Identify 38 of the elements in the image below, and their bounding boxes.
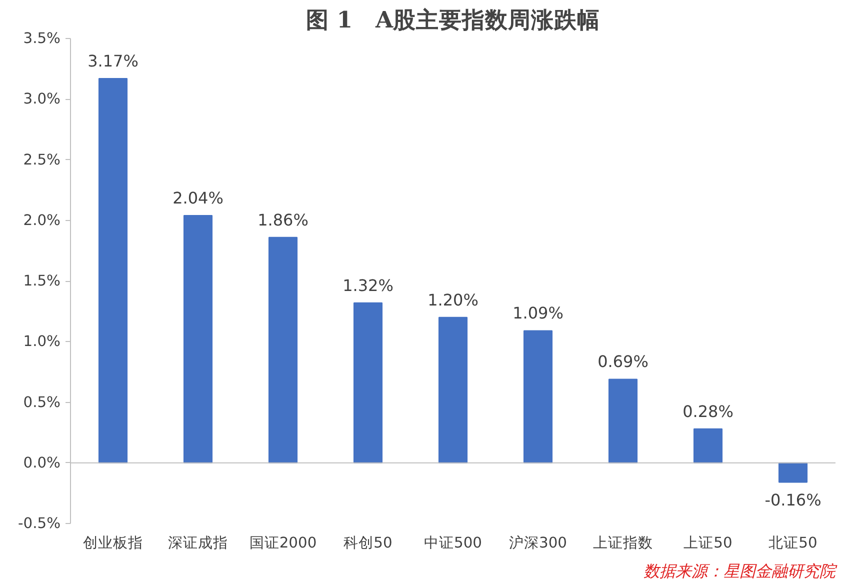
bar: [608, 378, 638, 464]
y-tick-label: 1.0%: [23, 333, 61, 350]
x-tick-label: 中证500: [424, 534, 482, 552]
data-label: 1.09%: [512, 304, 564, 323]
x-tick-label: 上证指数: [593, 534, 653, 552]
x-tick-label: 科创50: [344, 534, 392, 552]
bar: [438, 316, 468, 464]
y-tick-label: 3.5%: [23, 30, 61, 47]
x-tick-label: 深证成指: [168, 534, 228, 552]
data-label: 0.69%: [598, 352, 648, 372]
source-note: 数据来源：星图金融研究院: [644, 562, 838, 580]
data-label: 1.20%: [428, 290, 478, 310]
y-tick-label: 2.5%: [23, 151, 61, 168]
bar: [693, 428, 723, 464]
x-tick-label: 国证2000: [249, 534, 317, 552]
x-tick-label: 上证50: [684, 534, 732, 552]
y-tick-label: 0.5%: [23, 394, 61, 411]
data-label: 0.28%: [682, 402, 734, 421]
y-tick-label: 0.0%: [23, 454, 61, 472]
bar: [268, 236, 298, 464]
x-tick-label: 沪深300: [509, 534, 567, 552]
bar: [523, 330, 553, 464]
bar: [353, 302, 383, 464]
data-label: 2.04%: [172, 188, 224, 208]
bar: [98, 78, 128, 464]
y-tick-label: 3.0%: [23, 90, 61, 108]
chart-title: 图 1 A股主要指数周涨跌幅: [306, 6, 600, 34]
data-label: 1.86%: [258, 210, 308, 230]
y-tick-label: -0.5%: [18, 515, 61, 532]
data-label: -0.16%: [764, 490, 822, 510]
x-tick-label: 创业板指: [83, 534, 143, 552]
data-label: 1.32%: [342, 276, 394, 295]
bar: [183, 215, 213, 464]
y-tick-label: 2.0%: [23, 212, 61, 229]
x-tick-label: 北证50: [768, 534, 818, 552]
bar: [778, 462, 808, 483]
y-tick-label: 1.5%: [23, 272, 61, 290]
data-label: 3.17%: [88, 52, 138, 71]
